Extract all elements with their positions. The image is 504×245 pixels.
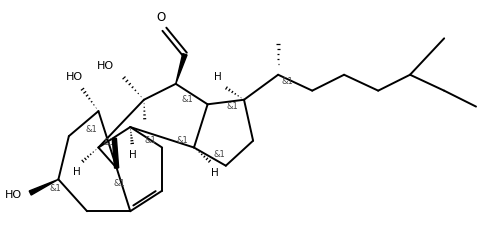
Polygon shape bbox=[176, 54, 187, 84]
Text: &1: &1 bbox=[49, 184, 61, 193]
Text: HO: HO bbox=[66, 72, 83, 82]
Text: H: H bbox=[211, 168, 218, 178]
Text: &1: &1 bbox=[177, 136, 188, 145]
Text: H: H bbox=[129, 150, 137, 160]
Text: HO: HO bbox=[5, 190, 22, 200]
Text: &1: &1 bbox=[104, 138, 116, 147]
Text: &1: &1 bbox=[281, 77, 293, 86]
Text: O: O bbox=[156, 11, 165, 24]
Text: &1: &1 bbox=[181, 95, 193, 104]
Text: &1: &1 bbox=[213, 150, 225, 159]
Text: H: H bbox=[214, 72, 221, 82]
Text: H: H bbox=[73, 167, 81, 177]
Text: &1: &1 bbox=[113, 179, 125, 188]
Text: HO: HO bbox=[97, 61, 114, 71]
Polygon shape bbox=[112, 138, 118, 168]
Text: &1: &1 bbox=[227, 102, 238, 111]
Polygon shape bbox=[29, 179, 58, 195]
Text: &1: &1 bbox=[86, 125, 97, 134]
Text: &1: &1 bbox=[145, 136, 157, 145]
